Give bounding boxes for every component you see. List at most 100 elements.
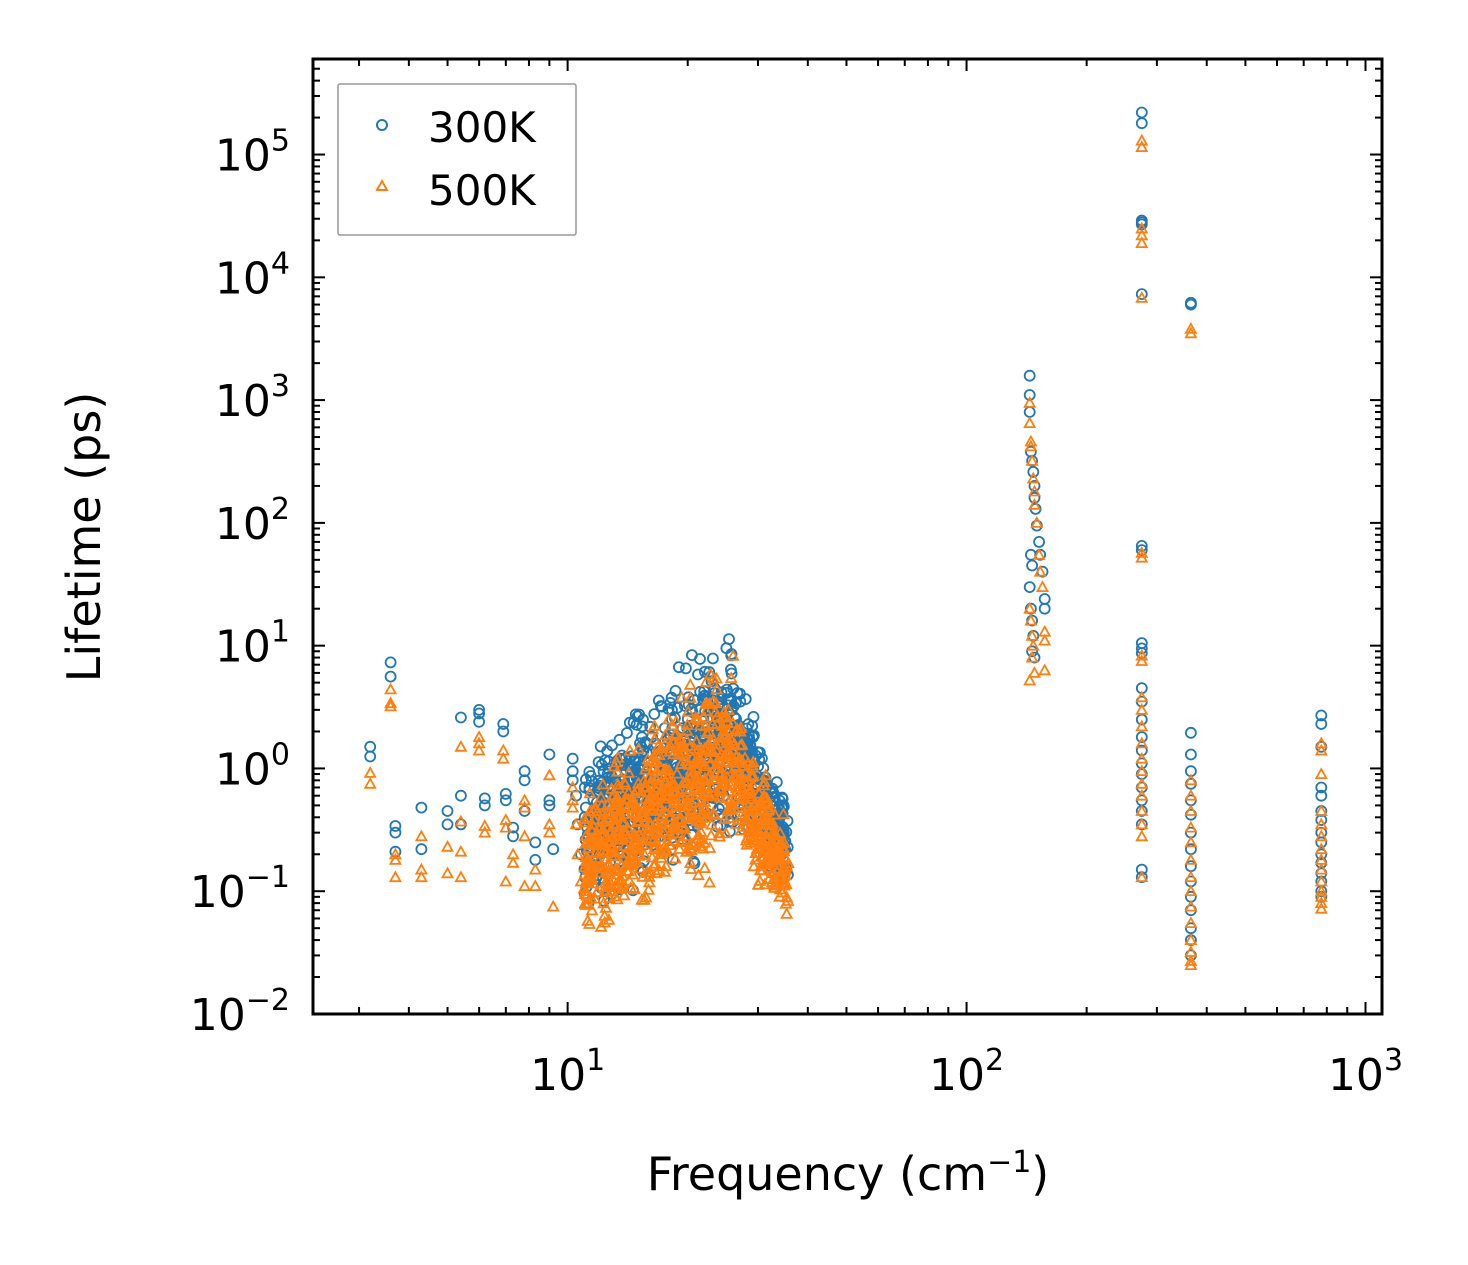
point-500k [722, 761, 736, 774]
point-500k [584, 868, 598, 880]
point-500k [645, 850, 659, 863]
y-axis-label: Lifetime (ps) [57, 392, 111, 683]
point-300k [1135, 863, 1148, 876]
point-500k [1184, 916, 1198, 928]
point-300k [1315, 836, 1328, 849]
point-500k [698, 771, 712, 784]
point-500k [440, 866, 455, 879]
point-500k [645, 754, 659, 767]
point-500k [1184, 884, 1198, 897]
point-500k [683, 856, 697, 868]
point-300k [1135, 117, 1148, 130]
point-300k [1135, 731, 1148, 743]
point-500k [642, 875, 656, 888]
point-500k [683, 690, 697, 703]
point-300k [1135, 647, 1148, 659]
point-500k [757, 775, 771, 787]
point-300k [665, 691, 678, 704]
point-500k [598, 884, 612, 897]
point-500k [1038, 633, 1052, 646]
point-500k [672, 813, 686, 826]
point-500k [654, 741, 668, 753]
point-500k [699, 742, 713, 755]
point-300k [566, 774, 579, 787]
point-300k [621, 727, 633, 739]
point-500k [674, 792, 689, 805]
point-300k [1315, 709, 1328, 722]
point-500k [1314, 889, 1328, 902]
point-500k [697, 710, 711, 723]
x-axis-label-superscript: −1 [987, 1145, 1031, 1180]
point-500k [714, 731, 728, 743]
point-500k [617, 888, 631, 901]
point-500k [414, 870, 428, 883]
point-500k [611, 823, 625, 836]
point-300k [720, 642, 733, 655]
point-500k [666, 833, 680, 846]
point-500k [1027, 666, 1042, 678]
point-500k [363, 766, 377, 778]
point-500k [609, 877, 623, 890]
point-500k [680, 844, 694, 857]
point-500k [626, 805, 640, 818]
point-500k [1032, 547, 1046, 560]
point-500k [684, 862, 698, 874]
point-500k [625, 793, 639, 806]
point-500k [1135, 736, 1149, 749]
point-500k [680, 829, 694, 842]
point-500k [1184, 820, 1198, 833]
point-500k [628, 853, 642, 866]
point-500k [651, 820, 666, 833]
point-500k [1184, 853, 1198, 865]
point-500k [1135, 690, 1149, 703]
point-500k [766, 865, 781, 878]
point-500k [649, 791, 663, 803]
point-500k [388, 853, 402, 865]
point-500k [739, 820, 753, 832]
point-500k [1023, 601, 1037, 614]
point-500k [611, 750, 625, 763]
point-500k [699, 696, 713, 709]
point-500k [1135, 546, 1149, 558]
point-500k [1135, 291, 1149, 303]
point-500k [601, 805, 615, 817]
point-500k [600, 812, 614, 824]
point-500k [722, 736, 736, 748]
point-300k [364, 750, 377, 763]
point-500k [631, 776, 645, 789]
point-300k [613, 733, 626, 746]
point-300k [1135, 288, 1148, 301]
point-500k [675, 806, 690, 818]
point-500k [686, 787, 700, 800]
point-500k [662, 763, 676, 776]
point-500k [680, 757, 694, 769]
point-300k [727, 682, 740, 695]
point-500k [627, 882, 642, 895]
point-500k [592, 853, 606, 865]
point-500k [706, 806, 720, 819]
point-300k [1315, 789, 1328, 802]
point-300k [566, 765, 579, 778]
point-500k [528, 862, 542, 875]
x-tick-label: 101 [530, 1043, 605, 1101]
point-500k [713, 829, 727, 842]
point-500k [1314, 817, 1328, 830]
point-500k [1038, 663, 1052, 676]
point-500k [1135, 719, 1149, 732]
point-500k [668, 851, 682, 864]
point-300k [543, 794, 556, 807]
point-500k [712, 826, 727, 839]
point-500k [647, 732, 662, 745]
point-500k [686, 765, 700, 777]
point-500k [735, 737, 749, 750]
point-500k [751, 878, 765, 890]
point-500k [698, 861, 712, 873]
point-300k [673, 661, 685, 674]
x-axis-label-text: Frequency (cm [647, 1147, 987, 1201]
point-500k [662, 712, 676, 725]
point-300k [627, 716, 640, 729]
point-500k [1027, 498, 1042, 510]
point-500k [683, 677, 697, 690]
x-axis-label: Frequency (cm−1) [647, 1145, 1050, 1201]
point-500k [705, 780, 719, 793]
